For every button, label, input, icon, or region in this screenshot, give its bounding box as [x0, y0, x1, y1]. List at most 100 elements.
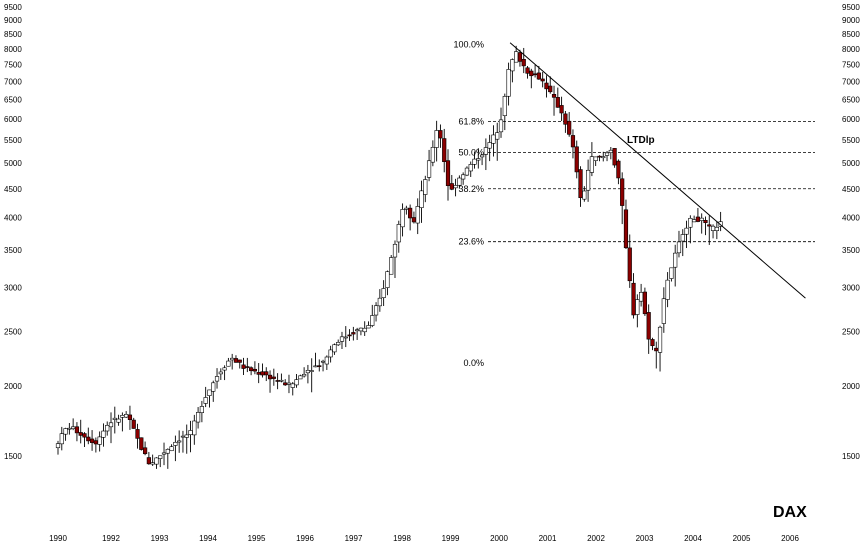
- candle-body: [339, 336, 345, 342]
- candle-body: [707, 224, 712, 227]
- candle-body: [718, 221, 723, 227]
- candle-body: [267, 374, 273, 380]
- candle-body: [249, 367, 254, 372]
- trendline: [509, 42, 806, 299]
- chart-title: DAX: [773, 504, 807, 521]
- candle-body: [283, 382, 288, 386]
- candle-body: [684, 227, 689, 235]
- candle-body: [116, 418, 121, 423]
- candle-body: [222, 367, 227, 371]
- candlesticks: [55, 45, 723, 469]
- y-tick-label-right: 5000: [842, 159, 860, 168]
- candle-body: [642, 291, 648, 315]
- candle-body: [453, 185, 458, 189]
- candle-body: [483, 147, 488, 155]
- candle-body: [445, 160, 451, 187]
- y-tick-label-right: 3500: [842, 246, 860, 255]
- candle-body: [245, 366, 250, 368]
- candle-body: [555, 97, 560, 108]
- candle-body: [101, 430, 106, 438]
- candle-body: [669, 267, 674, 279]
- candle-body: [184, 434, 189, 438]
- y-tick-label-left: 5500: [4, 136, 22, 145]
- candle-body: [108, 422, 114, 428]
- candle-body: [199, 406, 204, 413]
- candle-body: [343, 336, 348, 339]
- fib-level-label: 50.0%: [458, 148, 484, 158]
- y-tick-label-left: 2500: [4, 328, 22, 337]
- candle-body: [377, 297, 382, 307]
- candle-body: [434, 130, 439, 148]
- candle-body: [385, 271, 390, 288]
- y-tick-label-right: 4000: [842, 213, 860, 222]
- candle-body: [97, 436, 102, 445]
- candle-body: [491, 134, 496, 144]
- candle-body: [714, 226, 719, 231]
- candle-body: [710, 225, 716, 231]
- candle-body: [214, 376, 220, 382]
- candle-body: [180, 435, 186, 438]
- candle-body: [532, 73, 538, 76]
- candle-body: [362, 327, 367, 333]
- x-tick-label: 2000: [490, 534, 508, 543]
- candle-body: [654, 347, 659, 352]
- candle-body: [661, 298, 666, 324]
- candle-body: [521, 58, 526, 67]
- x-tick-label: 1993: [151, 534, 169, 543]
- candle-body: [476, 158, 481, 161]
- candle-body: [703, 219, 708, 224]
- y-tick-label-right: 6500: [842, 95, 860, 104]
- y-tick-label-left: 4000: [4, 213, 22, 222]
- candle-body: [351, 332, 356, 335]
- x-tick-label: 1995: [248, 534, 266, 543]
- candle-body: [650, 339, 655, 347]
- candle-body: [264, 371, 269, 376]
- candle-body: [514, 51, 519, 63]
- candle-body: [142, 447, 148, 455]
- candle-body: [275, 380, 280, 382]
- candle-body: [78, 432, 83, 436]
- candle-body: [472, 158, 477, 165]
- candle-body: [366, 325, 371, 329]
- y-tick-label-right: 8500: [842, 30, 860, 39]
- candle-body: [608, 149, 613, 153]
- x-tick-label: 1996: [296, 534, 314, 543]
- candle-body: [495, 132, 500, 140]
- candle-body: [63, 428, 68, 435]
- candle-body: [192, 420, 197, 436]
- x-tick-label: 2002: [587, 534, 605, 543]
- candle-body: [400, 209, 405, 228]
- candle-body: [631, 282, 636, 316]
- candle-body: [612, 148, 617, 166]
- y-tick-label-right: 8000: [842, 45, 860, 54]
- candle-body: [525, 67, 530, 74]
- candle-body: [457, 177, 462, 186]
- candle-body: [286, 382, 292, 385]
- candle-body: [578, 169, 583, 199]
- candle-body: [347, 334, 352, 337]
- x-tick-label: 2001: [539, 534, 557, 543]
- candle-body: [169, 446, 174, 452]
- candle-body: [559, 105, 564, 114]
- candle-body: [173, 441, 178, 446]
- candle-body: [355, 329, 360, 332]
- candle-body: [574, 146, 579, 173]
- candle-body: [426, 160, 432, 178]
- candle-body: [593, 156, 598, 161]
- candle-body: [676, 241, 682, 254]
- candle-body: [93, 440, 98, 445]
- candle-body: [336, 342, 341, 346]
- candle-body: [529, 70, 534, 77]
- x-tick-label: 1997: [345, 534, 363, 543]
- x-tick-label: 1999: [442, 534, 460, 543]
- candle-body: [389, 257, 394, 275]
- x-tick-label: 1990: [49, 534, 67, 543]
- candle-body: [623, 209, 629, 249]
- candle-body: [59, 433, 64, 445]
- candle-body: [260, 371, 265, 376]
- candle-body: [438, 130, 443, 139]
- y-tick-label-left: 7000: [4, 77, 22, 86]
- candle-body: [252, 368, 257, 372]
- candle-body: [271, 376, 276, 379]
